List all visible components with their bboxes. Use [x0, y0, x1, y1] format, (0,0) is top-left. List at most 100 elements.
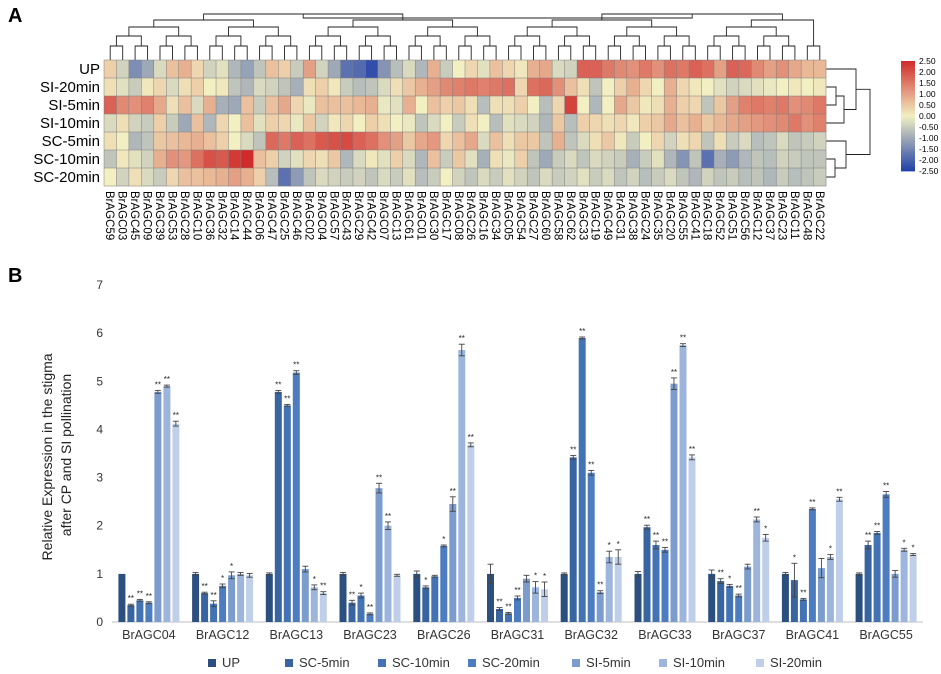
heatmap-cell	[664, 168, 677, 187]
dendrogram-branch	[302, 14, 693, 19]
dendrogram-branch	[383, 45, 397, 60]
bar	[127, 605, 135, 622]
heatmap-column-label: BrAGC34	[489, 191, 501, 241]
legend-swatch	[468, 659, 476, 667]
heatmap-cell	[465, 114, 478, 133]
colorbar-segment	[901, 160, 915, 163]
heatmap-cell	[415, 132, 428, 151]
heatmap-cell	[589, 132, 603, 151]
heatmap-cell	[701, 114, 715, 133]
category-label: BrAGC55	[859, 628, 913, 642]
heatmap-cell	[452, 114, 466, 133]
dendrogram-branch	[707, 45, 721, 60]
dendrogram-branch	[333, 45, 348, 60]
heatmap-column-label: BrAGC13	[390, 191, 402, 240]
heatmap-cell	[191, 132, 204, 151]
heatmap-cell	[689, 150, 702, 169]
heatmap-cell	[689, 114, 702, 133]
heatmap-column-label: BrAGC44	[240, 191, 252, 241]
heatmap-cell	[477, 168, 491, 187]
heatmap-cell	[191, 168, 204, 187]
category-label: BrAGC13	[270, 628, 324, 642]
heatmap-cell	[664, 150, 677, 169]
bar	[246, 575, 254, 622]
heatmap-cell	[290, 114, 304, 133]
bar	[366, 613, 374, 622]
heatmap-cell	[726, 96, 740, 115]
heatmap-column-label: BrAGC48	[800, 191, 812, 240]
heatmap-cell	[577, 78, 590, 97]
heatmap-cell	[415, 150, 428, 169]
bar	[652, 545, 660, 622]
heatmap-cell	[527, 78, 540, 97]
bar	[431, 576, 439, 622]
heatmap-cell	[452, 150, 466, 169]
heatmap-column-label: BrAGC59	[103, 191, 115, 240]
colorbar-segment	[901, 109, 915, 112]
dendrogram-branch	[551, 19, 653, 27]
heatmap-cell	[415, 78, 428, 97]
heatmap-cell	[477, 150, 491, 169]
colorbar-segment	[901, 168, 915, 172]
heatmap-column-label: BrAGC43	[340, 191, 352, 240]
heatmap-cell	[813, 132, 827, 151]
heatmap-cell	[514, 78, 528, 97]
bar	[384, 525, 392, 622]
heatmap-column-label: BrAGC30	[427, 191, 439, 240]
bar	[661, 549, 669, 622]
heatmap-cell	[166, 114, 179, 133]
heatmap-cell	[539, 150, 553, 169]
dendrogram-branch	[427, 26, 478, 36]
heatmap-cell	[614, 150, 628, 169]
heatmap-cell	[365, 168, 379, 187]
heatmap-cell	[527, 114, 540, 133]
heatmap-column-label: BrAGC14	[228, 191, 240, 241]
heatmap-cell	[452, 78, 466, 97]
heatmap-column-label: BrAGC08	[452, 191, 464, 240]
heatmap-cell	[216, 168, 229, 187]
heatmap-cell	[377, 78, 391, 97]
heatmap-cell	[104, 168, 117, 187]
heatmap-cell	[128, 114, 142, 133]
legend-label: SC-20min	[482, 655, 540, 670]
colorbar-segment	[901, 65, 915, 68]
heatmap-cell	[726, 114, 740, 133]
heatmap-cell	[166, 168, 179, 187]
colorbar-tick-label: -2.00	[919, 155, 939, 165]
heatmap-cell	[626, 150, 640, 169]
legend-label: SC-10min	[392, 655, 450, 670]
bar	[643, 527, 651, 622]
heatmap-cell	[564, 132, 578, 151]
colorbar-tick-label: 0.00	[919, 111, 936, 121]
heatmap-cell	[614, 114, 628, 133]
heatmap-row-label: SC-5min	[42, 133, 100, 150]
heatmap-column-dendrogram	[109, 13, 821, 60]
heatmap-cell	[452, 96, 466, 115]
legend-label: SI-20min	[770, 655, 822, 670]
heatmap-cell	[278, 150, 292, 169]
significance-marker: **	[128, 594, 134, 603]
heatmap-cell	[178, 78, 192, 97]
significance-marker: **	[293, 361, 299, 370]
heatmap-cell	[415, 168, 428, 187]
dendrogram-branch	[153, 19, 254, 27]
bar	[375, 488, 383, 622]
heatmap-cell	[377, 60, 391, 79]
heatmap-cell	[564, 168, 578, 187]
heatmap-cell	[328, 150, 341, 169]
colorbar-segment	[901, 151, 915, 154]
heatmap-cell	[352, 60, 366, 79]
heatmap-cell	[203, 132, 217, 151]
heatmap-cell	[813, 114, 827, 133]
heatmap-cell	[651, 132, 665, 151]
heatmap-cell	[278, 168, 292, 187]
heatmap-cell	[141, 168, 155, 187]
heatmap-cell	[489, 150, 503, 169]
dendrogram-branch	[364, 35, 391, 46]
dendrogram-branch	[414, 35, 441, 46]
significance-marker: **	[155, 380, 161, 389]
significance-marker: *	[764, 524, 767, 533]
bar	[357, 595, 365, 622]
heatmap-cell	[290, 150, 304, 169]
bar	[891, 573, 899, 622]
